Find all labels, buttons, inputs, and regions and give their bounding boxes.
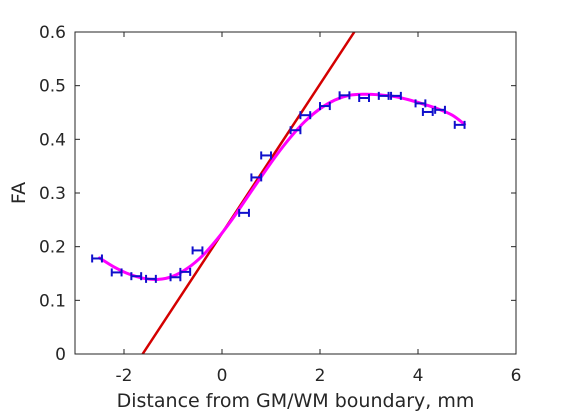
- smooth-curve: [98, 92, 467, 282]
- x-axis-label: Distance from GM/WM boundary, mm: [117, 390, 475, 412]
- data-point: [299, 111, 312, 120]
- data-point: [250, 173, 263, 182]
- y-tick-label: 0: [55, 345, 66, 365]
- y-axis-label: FA: [8, 182, 30, 204]
- data-point: [179, 267, 192, 276]
- data-point: [130, 272, 143, 281]
- data-point: [238, 208, 250, 217]
- axes-box: [74, 31, 517, 355]
- x-tick-label: 6: [511, 366, 522, 386]
- data-point: [358, 94, 370, 103]
- data-points: [91, 91, 466, 283]
- x-tick-label: -2: [116, 366, 133, 386]
- y-tick-label: 0.3: [39, 184, 66, 204]
- y-tick-label: 0.2: [39, 238, 66, 258]
- data-point: [377, 91, 390, 100]
- data-point: [434, 105, 446, 114]
- data-point: [414, 99, 427, 108]
- data-point: [110, 268, 123, 277]
- plot-content: [91, 32, 467, 354]
- data-point: [421, 107, 434, 116]
- axis-ticks: -2 0 2 4 6 0 0.1 0.2 0.3 0.4 0.5 0.6: [39, 23, 521, 386]
- data-point: [91, 254, 103, 263]
- y-tick-label: 0.6: [39, 23, 66, 43]
- x-tick-label: 4: [413, 366, 424, 386]
- data-point: [319, 102, 331, 111]
- y-tick-label: 0.4: [39, 130, 66, 150]
- x-tick-label: 0: [217, 366, 228, 386]
- data-point: [453, 120, 466, 129]
- y-tick-label: 0.5: [39, 77, 66, 97]
- y-tick-label: 0.1: [39, 291, 66, 311]
- data-point: [390, 91, 402, 100]
- data-point: [260, 151, 272, 160]
- data-point: [338, 91, 351, 100]
- data-point: [145, 274, 157, 283]
- plot-area: [91, 32, 467, 354]
- data-point: [191, 246, 204, 255]
- data-point: [289, 126, 302, 135]
- x-tick-label: 2: [315, 366, 326, 386]
